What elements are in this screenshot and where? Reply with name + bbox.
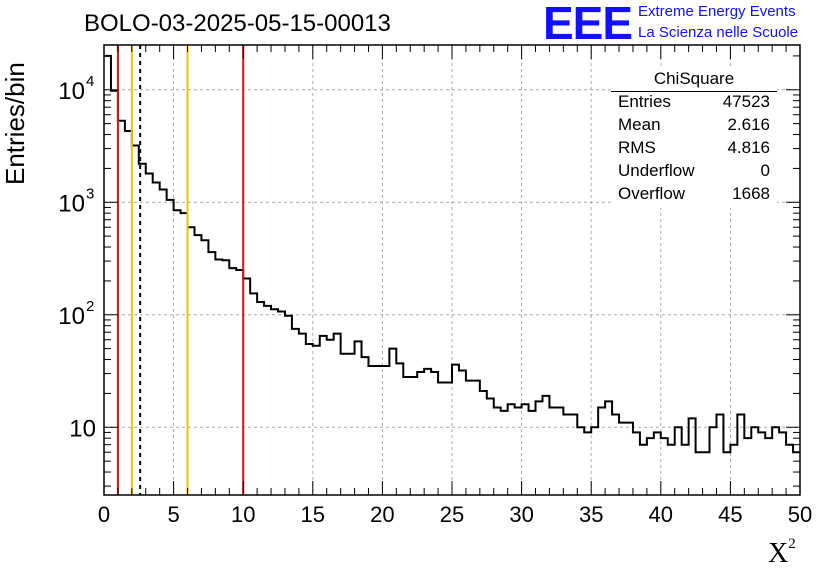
- x-tick-label: 50: [788, 502, 812, 527]
- stats-value: 0: [760, 161, 770, 180]
- x-tick-label: 5: [167, 502, 179, 527]
- x-tick-label: 0: [98, 502, 110, 527]
- stats-label: Entries: [618, 92, 671, 111]
- x-tick-label: 15: [301, 502, 325, 527]
- axis-ticks: [103, 45, 801, 495]
- x-tick-label: 10: [231, 502, 255, 527]
- x-tick-label: 30: [509, 502, 533, 527]
- stats-row-entries: Entries 47523: [618, 92, 770, 114]
- stats-row-mean: Mean 2.616: [618, 115, 770, 137]
- y-tick-label: 10: [58, 78, 85, 105]
- histogram-series: [104, 54, 800, 454]
- x-axis-label-sup: 2: [788, 536, 796, 552]
- x-tick-label: 35: [579, 502, 603, 527]
- stats-label: Underflow: [618, 161, 695, 180]
- eee-logo: EEE: [543, 0, 633, 49]
- y-tick-label: 10: [58, 303, 85, 330]
- y-tick-label: 10: [69, 415, 96, 442]
- y-tick-label-exponent: 2: [86, 298, 94, 315]
- stats-value: 2.616: [727, 115, 770, 134]
- stats-value: 1668: [732, 184, 770, 203]
- x-tick-label: 45: [718, 502, 742, 527]
- x-tick-label: 25: [440, 502, 464, 527]
- histogram-outline: [104, 54, 800, 454]
- x-axis-label: X2: [768, 536, 796, 570]
- x-axis-label-base: X: [768, 538, 789, 569]
- cut-lines: [116, 45, 245, 495]
- x-tick-label: 20: [370, 502, 394, 527]
- stats-label: Overflow: [618, 184, 686, 203]
- stats-label: RMS: [618, 138, 656, 157]
- y-tick-label-exponent: 4: [86, 73, 94, 90]
- y-tick-label: 10: [58, 190, 85, 217]
- stats-value: 4.816: [727, 138, 770, 157]
- brand-line-2: La Scienza nelle Scuole: [638, 24, 799, 41]
- x-tick-label: 40: [649, 502, 673, 527]
- stats-row-overflow: Overflow 1668: [618, 184, 770, 206]
- stats-box: ChiSquare Entries 47523 Mean 2.616 RMS 4…: [611, 68, 777, 208]
- chart-title: BOLO-03-2025-05-15-00013: [84, 10, 391, 37]
- stats-title: ChiSquare: [653, 69, 735, 88]
- y-tick-label-exponent: 3: [86, 185, 94, 202]
- stats-divider: [611, 91, 777, 92]
- stats-value: 47523: [722, 92, 770, 111]
- stats-label: Mean: [618, 115, 661, 134]
- y-axis-label: Entries/bin: [0, 62, 30, 185]
- brand-line-1: Extreme Energy Events: [638, 3, 796, 20]
- stats-row-rms: RMS 4.816: [618, 138, 770, 160]
- stats-row-underflow: Underflow 0: [618, 161, 770, 183]
